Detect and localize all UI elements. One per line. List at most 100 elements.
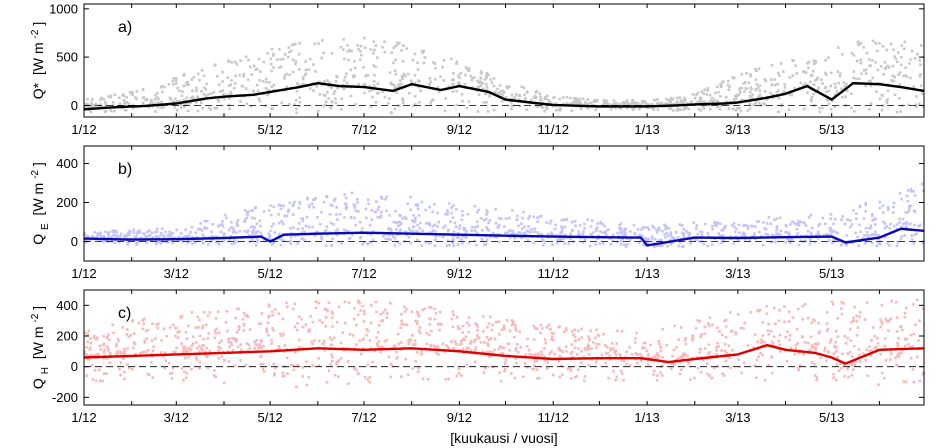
scatter-point — [536, 220, 539, 223]
scatter-point — [430, 329, 433, 333]
scatter-point — [487, 322, 491, 325]
scatter-point — [171, 241, 174, 245]
scatter-point — [823, 346, 827, 350]
scatter-point — [230, 220, 233, 224]
scatter-point — [669, 242, 672, 246]
scatter-point — [361, 243, 364, 246]
scatter-point — [784, 335, 787, 339]
scatter-point — [540, 353, 544, 357]
x-tick-label: 5/13 — [819, 122, 844, 137]
scatter-point — [545, 107, 549, 111]
scatter-point — [787, 108, 791, 112]
scatter-point — [680, 224, 684, 227]
scatter-point — [293, 103, 297, 106]
scatter-point — [500, 328, 504, 331]
scatter-point — [99, 103, 102, 106]
scatter-point — [721, 372, 724, 376]
scatter-point — [623, 103, 626, 106]
scatter-point — [498, 224, 501, 227]
scatter-point — [361, 338, 365, 342]
scatter-point — [243, 220, 246, 223]
scatter-point — [360, 230, 363, 233]
scatter-point — [532, 338, 536, 341]
scatter-point — [695, 224, 698, 227]
scatter-point — [659, 371, 662, 374]
scatter-point — [399, 326, 402, 330]
scatter-point — [883, 344, 887, 348]
scatter-point — [545, 105, 548, 109]
scatter-point — [285, 214, 289, 218]
scatter-point — [316, 230, 320, 234]
scatter-point — [892, 201, 896, 205]
scatter-point — [355, 323, 358, 327]
scatter-point — [318, 93, 322, 96]
scatter-point — [841, 215, 844, 218]
scatter-point — [94, 337, 98, 341]
scatter-point — [293, 42, 297, 46]
scatter-point — [777, 319, 781, 323]
scatter-point — [539, 331, 542, 335]
scatter-point — [520, 236, 523, 239]
scatter-point — [858, 204, 862, 208]
scatter-point — [702, 242, 706, 246]
scatter-point — [328, 81, 331, 85]
scatter-point — [543, 359, 546, 362]
scatter-point — [317, 357, 320, 360]
scatter-point — [672, 348, 676, 352]
scatter-point — [901, 217, 905, 221]
scatter-point — [764, 227, 767, 231]
scatter-point — [603, 101, 606, 104]
scatter-point — [903, 222, 907, 225]
scatter-point — [119, 232, 123, 236]
scatter-point — [739, 327, 743, 330]
scatter-point — [523, 225, 526, 229]
scatter-point — [845, 82, 848, 86]
scatter-point — [783, 86, 787, 89]
scatter-point — [570, 109, 574, 112]
scatter-point — [550, 331, 554, 335]
scatter-point — [535, 96, 538, 99]
scatter-point — [595, 342, 598, 346]
scatter-point — [98, 379, 102, 382]
scatter-point — [416, 223, 419, 227]
scatter-point — [875, 244, 879, 248]
scatter-point — [205, 219, 209, 223]
scatter-point — [93, 231, 96, 234]
scatter-point — [272, 362, 275, 366]
scatter-point — [413, 74, 417, 77]
scatter-point — [87, 329, 90, 333]
scatter-point — [664, 227, 667, 231]
scatter-point — [460, 342, 463, 346]
scatter-point — [313, 339, 316, 342]
scatter-point — [656, 98, 659, 101]
scatter-point — [895, 227, 899, 231]
scatter-point — [834, 93, 837, 96]
scatter-point — [580, 336, 583, 339]
scatter-point — [543, 241, 547, 244]
scatter-point — [679, 102, 682, 105]
scatter-point — [603, 344, 607, 347]
x-tick-label: 1/12 — [71, 122, 96, 137]
scatter-point — [635, 331, 638, 335]
scatter-point — [670, 362, 674, 366]
scatter-point — [498, 84, 502, 87]
scatter-point — [685, 360, 689, 363]
scatter-point — [746, 344, 750, 347]
scatter-point — [253, 206, 257, 210]
scatter-point — [636, 102, 640, 106]
scatter-point — [244, 55, 248, 59]
scatter-point — [244, 364, 248, 367]
scatter-point — [793, 87, 796, 90]
scatter-point — [852, 54, 856, 57]
scatter-point — [169, 98, 173, 101]
scatter-point — [883, 376, 886, 380]
scatter-point — [514, 323, 517, 327]
scatter-point — [489, 337, 493, 340]
x-tick-label: 5/12 — [257, 410, 282, 425]
scatter-point — [552, 332, 556, 335]
scatter-point — [789, 241, 792, 245]
scatter-point — [190, 367, 193, 371]
scatter-point — [324, 103, 327, 107]
scatter-point — [900, 44, 904, 47]
scatter-point — [454, 225, 458, 228]
